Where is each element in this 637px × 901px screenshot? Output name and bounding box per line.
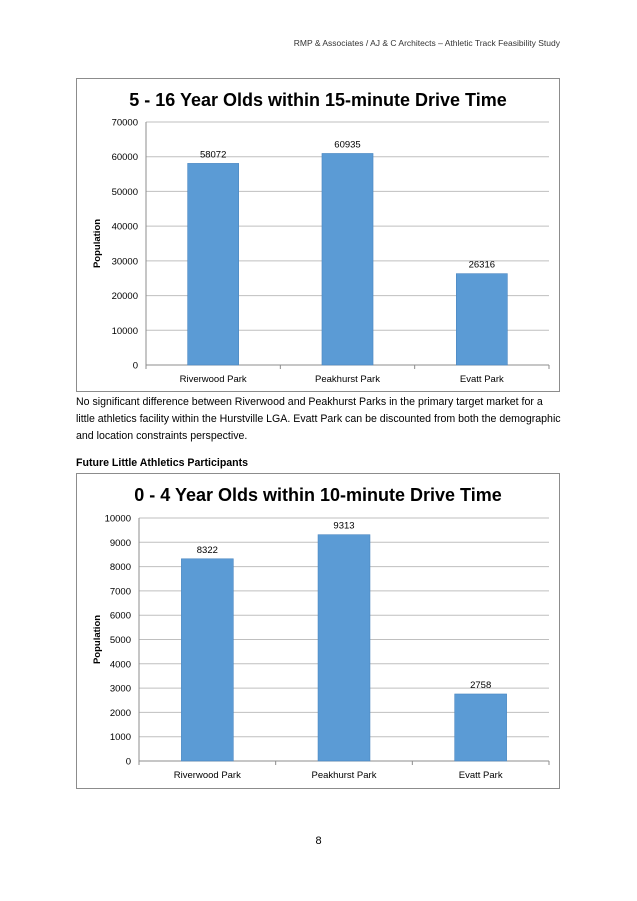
data-label: 60935 bbox=[334, 139, 360, 150]
bar-evatt-park bbox=[454, 693, 507, 762]
y-tick-label: 0 bbox=[126, 757, 131, 768]
bar-peakhurst-park bbox=[321, 153, 374, 366]
body-paragraph: No significant difference between Riverw… bbox=[76, 396, 561, 442]
bar-chart-svg: 0 - 4 Year Olds within 10-minute Drive T… bbox=[92, 485, 550, 781]
chart-5-16-year-olds: 5 - 16 Year Olds within 15-minute Drive … bbox=[76, 78, 560, 392]
data-label: 26316 bbox=[469, 260, 495, 271]
y-tick-label: 1000 bbox=[110, 732, 131, 743]
section-subheading: Future Little Athletics Participants bbox=[76, 457, 249, 469]
data-label: 9313 bbox=[333, 521, 354, 532]
y-tick-label: 10000 bbox=[112, 326, 138, 337]
y-tick-label: 10000 bbox=[105, 514, 131, 525]
category-label: Evatt Park bbox=[460, 374, 504, 385]
y-tick-label: 3000 bbox=[110, 684, 131, 695]
y-tick-label: 60000 bbox=[112, 152, 138, 163]
y-axis-label: Population bbox=[92, 219, 103, 268]
y-tick-label: 4000 bbox=[110, 659, 131, 670]
y-tick-label: 8000 bbox=[110, 562, 131, 573]
y-tick-label: 9000 bbox=[110, 538, 131, 549]
y-tick-label: 7000 bbox=[110, 586, 131, 597]
y-tick-label: 30000 bbox=[112, 256, 138, 267]
chart-title: 0 - 4 Year Olds within 10-minute Drive T… bbox=[134, 485, 501, 505]
y-tick-label: 70000 bbox=[112, 118, 138, 129]
bar-riverwood-park bbox=[181, 558, 234, 762]
bar-chart-svg: 5 - 16 Year Olds within 15-minute Drive … bbox=[92, 90, 550, 385]
bar-evatt-park bbox=[456, 273, 508, 366]
data-label: 58072 bbox=[200, 149, 226, 160]
y-tick-label: 5000 bbox=[110, 635, 131, 646]
page-number: 8 bbox=[315, 835, 322, 847]
category-label: Evatt Park bbox=[459, 770, 503, 781]
chart-0-4-year-olds: 0 - 4 Year Olds within 10-minute Drive T… bbox=[76, 473, 560, 789]
bar-peakhurst-park bbox=[317, 534, 371, 762]
category-label: Peakhurst Park bbox=[312, 770, 377, 781]
data-label: 8322 bbox=[197, 545, 218, 556]
y-tick-label: 20000 bbox=[112, 291, 138, 302]
running-header: RMP & Associates / AJ & C Architects – A… bbox=[293, 38, 560, 48]
y-axis-label: Population bbox=[92, 615, 103, 664]
bar-riverwood-park bbox=[187, 163, 239, 366]
category-label: Riverwood Park bbox=[174, 770, 241, 781]
y-tick-label: 50000 bbox=[112, 187, 138, 198]
y-tick-label: 6000 bbox=[110, 611, 131, 622]
y-tick-label: 0 bbox=[133, 361, 138, 372]
chart-title: 5 - 16 Year Olds within 15-minute Drive … bbox=[129, 90, 506, 110]
category-label: Peakhurst Park bbox=[315, 374, 380, 385]
y-tick-label: 40000 bbox=[112, 222, 138, 233]
y-tick-label: 2000 bbox=[110, 708, 131, 719]
category-label: Riverwood Park bbox=[180, 374, 247, 385]
data-label: 2758 bbox=[470, 680, 491, 691]
